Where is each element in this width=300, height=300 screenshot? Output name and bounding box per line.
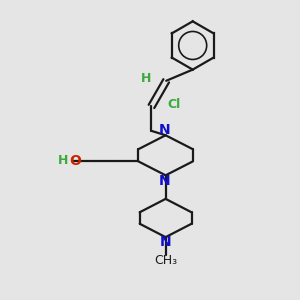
Text: O: O [70,154,81,168]
Text: CH₃: CH₃ [154,254,177,267]
Text: H: H [141,72,152,85]
Text: Cl: Cl [167,98,180,111]
Text: N: N [158,174,170,188]
Text: N: N [158,123,170,137]
Text: H: H [58,154,68,167]
Text: N: N [160,236,171,250]
